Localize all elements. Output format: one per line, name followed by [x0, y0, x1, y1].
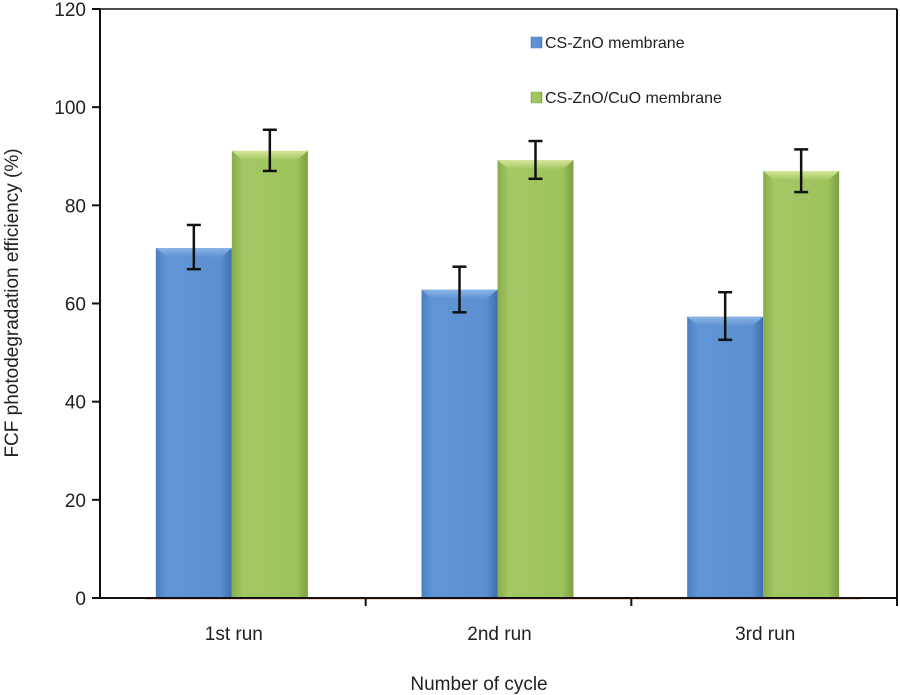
bar: [763, 170, 840, 598]
y-tick-label: 100: [54, 98, 86, 119]
error-bar: [718, 290, 733, 342]
bar: [421, 289, 498, 598]
bar-cs-zno-2: [421, 289, 498, 598]
y-axis-title: FCF photodegradation efficiency (%): [2, 148, 23, 457]
legend-swatch-blue: [530, 36, 543, 49]
error-bar: [528, 139, 543, 181]
bar: [155, 248, 232, 598]
bar: [687, 316, 764, 598]
legend: CS-ZnO membrane CS-ZnO/CuO membrane: [530, 35, 722, 107]
bars-layer: [145, 150, 860, 600]
y-tick-label: 20: [65, 491, 86, 512]
error-bar: [262, 128, 277, 173]
legend-label: CS-ZnO/CuO membrane: [545, 90, 722, 107]
legend-label: CS-ZnO membrane: [545, 35, 685, 52]
error-bar: [794, 148, 809, 194]
y-tick-label: 0: [75, 589, 86, 610]
legend-swatch-green: [530, 91, 543, 104]
x-tick-label: 3rd run: [735, 624, 795, 645]
y-tick-label: 120: [54, 0, 86, 21]
bar: [231, 150, 308, 598]
bar-cs-zno-cuo-3: [763, 170, 840, 598]
error-bar: [186, 223, 201, 271]
bar: [497, 160, 574, 598]
x-tick-label: 2nd run: [467, 624, 531, 645]
error-bars-layer: [186, 128, 809, 342]
y-tick-label: 80: [65, 196, 86, 217]
bar-cs-zno-1: [155, 248, 232, 598]
y-ticks: 0 20 40 60 80 100 120: [54, 0, 100, 610]
y-tick-label: 40: [65, 393, 86, 414]
error-bar: [452, 265, 467, 314]
x-axis-title: Number of cycle: [410, 674, 547, 695]
bar-cs-zno-3: [687, 316, 764, 598]
bar-cs-zno-cuo-1: [231, 150, 308, 598]
legend-item-cs-zno-cuo: CS-ZnO/CuO membrane: [530, 90, 722, 107]
legend-item-cs-zno: CS-ZnO membrane: [530, 35, 685, 52]
bar-cs-zno-cuo-2: [497, 160, 574, 598]
x-ticks: 1st run 2nd run 3rd run: [205, 598, 898, 645]
y-tick-label: 60: [65, 295, 86, 316]
x-tick-label: 1st run: [205, 624, 263, 645]
